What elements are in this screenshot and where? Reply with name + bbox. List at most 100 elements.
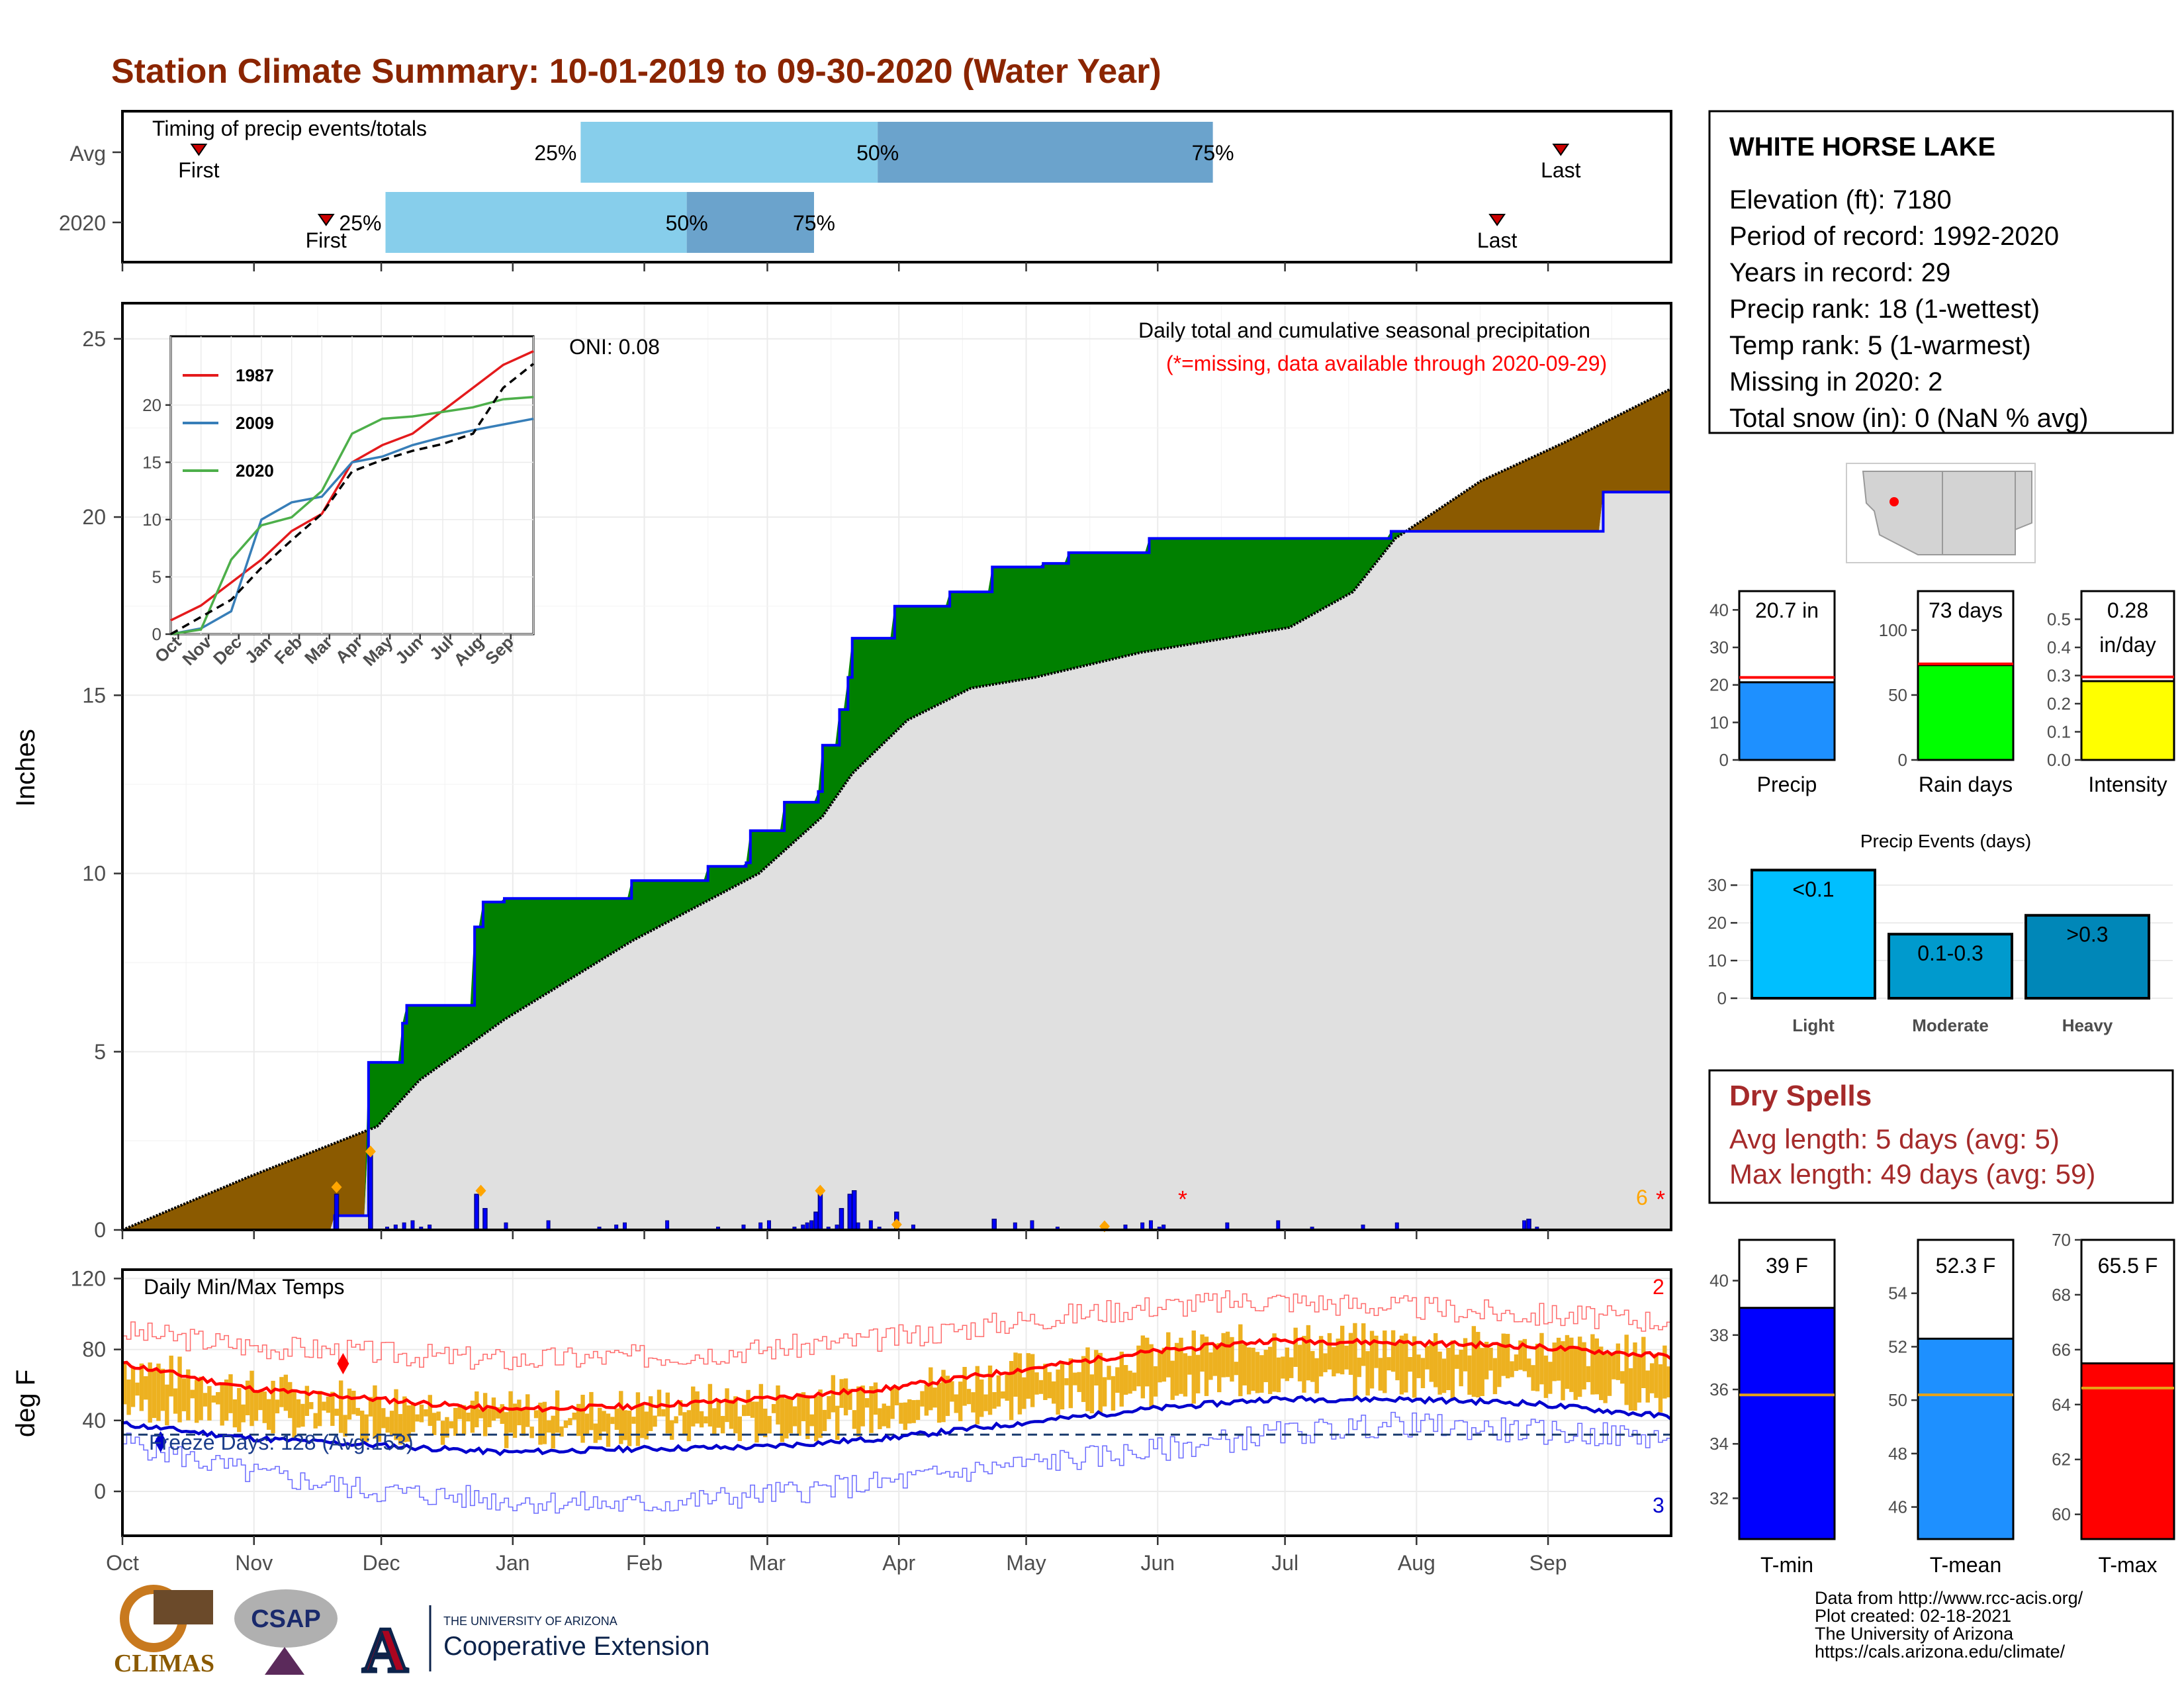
daily-temp-bar (1314, 1358, 1319, 1393)
daily-temp-bar (186, 1369, 191, 1421)
daily-temp-bar (1081, 1356, 1086, 1402)
daily-temp-bar (1387, 1357, 1391, 1371)
events-bar-label: <0.1 (1792, 877, 1834, 901)
daily-temp-bar (156, 1363, 161, 1421)
daily-temp-bar (1514, 1354, 1519, 1372)
temp-bar-tick-label: 36 (1709, 1380, 1729, 1399)
daily-precip-bar (1522, 1220, 1527, 1231)
daily-temp-bar (1594, 1338, 1600, 1395)
precip-y-tick-label: 10 (82, 862, 106, 886)
cumulative-precip-line (122, 491, 1671, 1231)
station-info-line: Total snow (in): 0 (NaN % avg) (1729, 404, 2088, 433)
daily-temp-bar (334, 1409, 339, 1416)
daily-temp-bar (1416, 1354, 1421, 1378)
daily-temp-bar (1145, 1337, 1150, 1387)
daily-temp-bar (682, 1412, 687, 1435)
daily-precip-bar (1030, 1220, 1034, 1231)
daily-temp-bar (152, 1369, 157, 1419)
daily-temp-bar (619, 1391, 623, 1444)
daily-temp-bar (1429, 1341, 1433, 1382)
inset-series-line-2009 (170, 417, 534, 635)
precip-y-tick-label: 5 (94, 1040, 106, 1064)
precip-y-tick-label: 25 (82, 327, 106, 351)
daily-temp-bar (457, 1404, 462, 1419)
daily-temp-bar (1327, 1333, 1332, 1370)
daily-temp-bar (1441, 1358, 1447, 1393)
historical-years-inset: 19872009202005101520OctNovDecJanFebMarAp… (142, 335, 535, 670)
summary-bar-value-label: 0.28 (2107, 598, 2148, 622)
heavy-day-diamond (475, 1184, 486, 1197)
daily-temp-bar (598, 1407, 602, 1440)
daily-temp-bar (941, 1370, 946, 1423)
daily-temp-bar (1615, 1343, 1621, 1380)
daily-temp-bar (776, 1385, 780, 1425)
daily-temp-bar (1297, 1344, 1302, 1382)
daily-temp-bar (377, 1399, 382, 1442)
daily-temp-bar (1306, 1325, 1311, 1381)
daily-temp-bar (1336, 1338, 1340, 1374)
daily-precip-bar (868, 1220, 873, 1231)
daily-temp-bar (1582, 1342, 1586, 1390)
daily-temp-bar (1484, 1341, 1489, 1380)
daily-temp-bar (920, 1391, 925, 1407)
events-y-tick-label: 0 (1717, 988, 1727, 1008)
daily-precip-bar (368, 1154, 373, 1231)
summary-bar-name: Intensity (2088, 773, 2167, 796)
daily-temp-bar (1136, 1345, 1141, 1387)
daily-temp-bar (670, 1420, 674, 1440)
summary-bar-tick-label: 0.3 (2047, 666, 2071, 686)
daily-temp-bar (742, 1405, 747, 1417)
daily-temp-bar (873, 1382, 878, 1415)
daily-temp-bar (1285, 1347, 1290, 1382)
daily-temp-bar (1552, 1342, 1557, 1382)
climas-logo-text: CLIMAS (114, 1650, 214, 1677)
daily-temp-bar (695, 1391, 700, 1424)
daily-temp-bar (1565, 1335, 1570, 1389)
events-y-tick-label: 30 (1707, 875, 1727, 895)
daily-temp-bar (482, 1393, 488, 1436)
daily-temp-bar (627, 1411, 632, 1446)
station-info-line: Missing in 2020: 2 (1729, 367, 1942, 397)
station-location-marker (1889, 497, 1899, 506)
daily-temp-bar (360, 1411, 365, 1442)
summary-bar-tick-label: 0.2 (2047, 694, 2071, 714)
daily-temp-bar (784, 1398, 789, 1439)
daily-temp-bar (262, 1391, 267, 1423)
daily-temp-bar (911, 1400, 916, 1423)
daily-temp-bar (763, 1408, 768, 1438)
daily-temp-bar (1378, 1358, 1383, 1391)
month-tick-label: Jun (1140, 1551, 1175, 1575)
daily-temp-bar (1234, 1362, 1239, 1376)
daily-temp-bar (1353, 1323, 1357, 1397)
daily-temp-bar (1161, 1347, 1167, 1382)
temp-climatology-lines (122, 1290, 1672, 1514)
temp-y-label: deg F (11, 1370, 40, 1437)
daily-temp-bar (1191, 1330, 1196, 1404)
daily-temp-bar (542, 1401, 547, 1444)
daily-temp-bar (402, 1396, 407, 1442)
daily-temp-bar (737, 1416, 742, 1441)
daily-temp-bar (962, 1366, 967, 1406)
daily-temp-bar (797, 1393, 801, 1436)
daily-temp-bar (1471, 1326, 1477, 1397)
month-tick-label: Apr (882, 1551, 915, 1575)
daily-precip-bar (851, 1190, 857, 1231)
first-event-label: First (306, 228, 347, 252)
daily-temp-bar (338, 1380, 343, 1433)
temp-bar-name: T-max (2099, 1553, 2158, 1577)
daily-temp-bar (1425, 1346, 1430, 1370)
daily-temp-bar (241, 1404, 246, 1423)
month-tick-label: Jul (1271, 1551, 1298, 1575)
above-average-area (122, 492, 1671, 1230)
daily-temp-bar (381, 1408, 386, 1429)
average-cumulative-line (122, 387, 1672, 1231)
daily-precip-bar (482, 1207, 488, 1231)
daily-temp-bar (500, 1404, 504, 1424)
temp-bar-tick-label: 38 (1709, 1325, 1729, 1345)
daily-temp-bar (1225, 1331, 1230, 1378)
daily-temp-bar (1111, 1376, 1116, 1411)
daily-temp-bar (424, 1409, 428, 1417)
daily-temp-bar (1527, 1358, 1531, 1378)
daily-temp-bar (364, 1414, 369, 1442)
